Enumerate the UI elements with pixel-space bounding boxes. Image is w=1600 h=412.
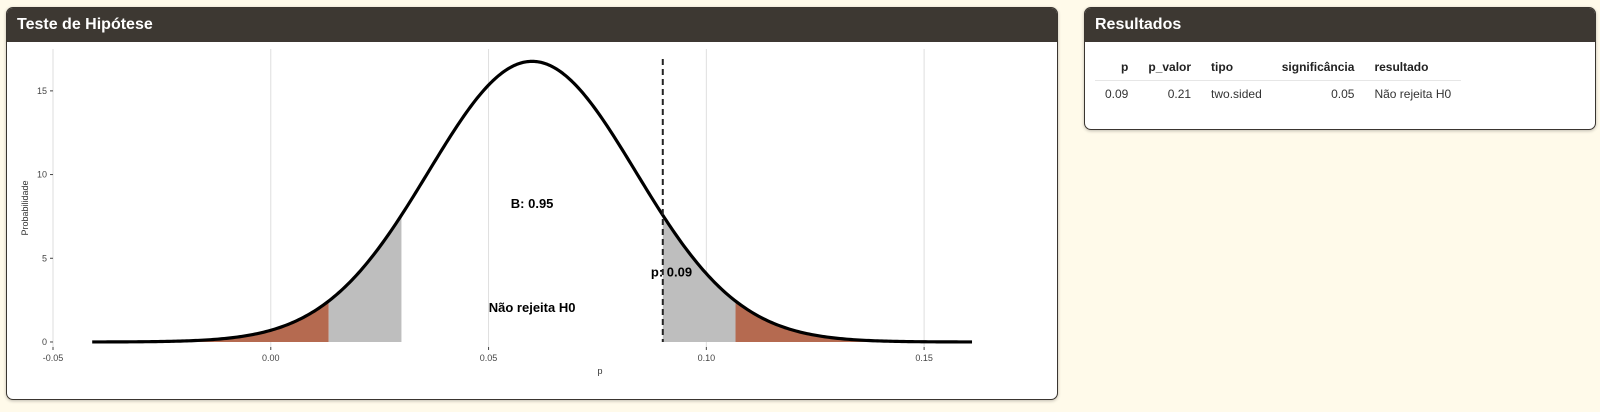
x-tick-label: 0.15: [915, 353, 933, 363]
annotation-label: p: 0.09: [651, 265, 692, 280]
y-tick-label: 15: [37, 86, 47, 96]
column-header[interactable]: p_valor: [1138, 54, 1202, 81]
cell-p-valor: 0.21: [1167, 87, 1192, 101]
table-row: 0.09 0.21 two.sided 0.05 Não rejeita H0: [1095, 81, 1461, 108]
x-tick-label: 0.00: [262, 353, 280, 363]
column-header[interactable]: tipo: [1201, 54, 1272, 81]
x-tick-label: -0.05: [43, 353, 64, 363]
annotation-label: B: 0.95: [511, 196, 554, 211]
results-panel: Resultados p p_valor tipo significância …: [1084, 7, 1596, 130]
annotation-label: Não rejeita H0: [489, 300, 576, 315]
x-tick-label: 0.10: [698, 353, 716, 363]
panel-title: Resultados: [1085, 8, 1595, 42]
column-header[interactable]: resultado: [1364, 54, 1462, 81]
results-table: p p_valor tipo significância resultado 0…: [1095, 54, 1462, 108]
beta-region: [328, 215, 402, 342]
y-tick-label: 0: [42, 337, 47, 347]
y-axis-label: Probabilidade: [20, 180, 30, 235]
density-curve: [92, 59, 973, 344]
cell-p: 0.09: [1105, 87, 1129, 101]
y-tick-label: 5: [42, 253, 47, 263]
x-tick-label: 0.05: [480, 353, 498, 363]
cell-significancia: 0.05: [1331, 87, 1355, 101]
beta-region: [662, 215, 736, 342]
panel-title: Teste de Hipótese: [7, 8, 1057, 42]
cell-resultado: Não rejeita H0: [1374, 87, 1452, 101]
column-header[interactable]: significância: [1271, 54, 1365, 81]
hypothesis-chart: -0.05 0.00 0.05 0.10 0.15 0 5 10 15 p Probabilidad…: [20, 49, 973, 376]
y-tick-label: 10: [37, 170, 47, 180]
x-axis-label: p: [597, 366, 602, 376]
column-header[interactable]: p: [1095, 54, 1139, 81]
hypothesis-test-panel: Teste de Hipótese -0.05 0.00 0.05 0.10 0.15 0…: [6, 7, 1058, 400]
table-header-row: p p_valor tipo significância resultado: [1095, 54, 1462, 81]
cell-tipo: two.sided: [1211, 87, 1262, 101]
